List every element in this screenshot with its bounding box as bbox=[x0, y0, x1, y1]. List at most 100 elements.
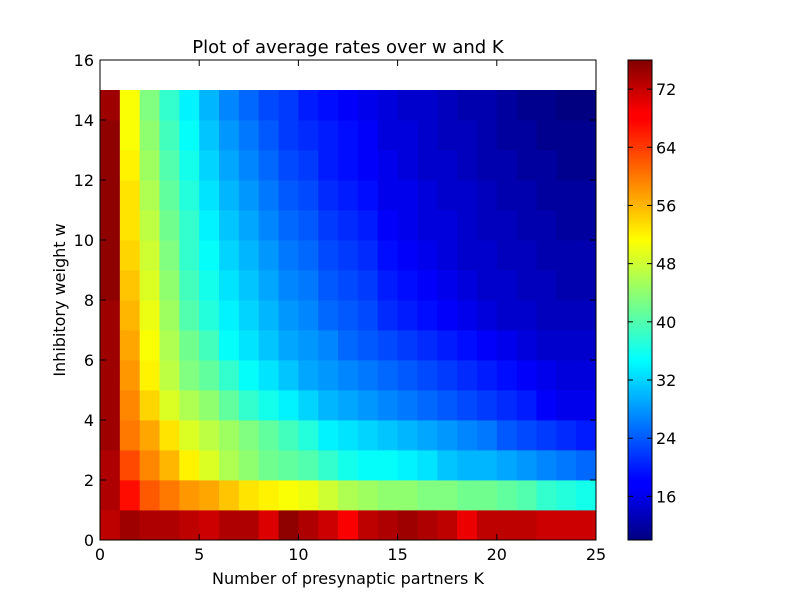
heatmap-cell bbox=[298, 210, 319, 241]
heatmap-cell bbox=[496, 150, 518, 181]
heatmap-cell bbox=[576, 360, 597, 391]
heatmap-cell bbox=[556, 90, 577, 121]
heatmap-cell bbox=[536, 510, 557, 541]
x-axis-label: Number of presynaptic partners K bbox=[212, 569, 484, 588]
y-tick-label: 12 bbox=[74, 171, 94, 190]
heatmap-cell bbox=[496, 420, 518, 451]
heatmap-cell bbox=[139, 360, 160, 391]
heatmap-cell bbox=[457, 150, 478, 181]
heatmap-cell bbox=[377, 360, 398, 391]
heatmap-cell bbox=[119, 420, 141, 451]
heatmap-cell bbox=[556, 360, 577, 391]
heatmap-cell bbox=[536, 330, 557, 361]
heatmap-cell bbox=[476, 480, 498, 511]
heatmap-cell bbox=[476, 300, 498, 331]
heatmap-cell bbox=[397, 480, 418, 511]
heatmap-cell bbox=[556, 510, 577, 541]
heatmap-cell bbox=[238, 270, 260, 301]
heatmap-cell bbox=[238, 390, 260, 421]
colorbar-ticks: 16 24 32 40 48 56 64 72 bbox=[628, 80, 676, 506]
heatmap-cell bbox=[496, 480, 518, 511]
heatmap-cell bbox=[536, 240, 557, 271]
heatmap-cell bbox=[357, 300, 379, 331]
heatmap-cell bbox=[556, 120, 577, 151]
heatmap-cell bbox=[278, 480, 299, 511]
heatmap-cell bbox=[258, 90, 279, 121]
heatmap-cell bbox=[397, 510, 418, 541]
heatmap-cell bbox=[100, 390, 121, 421]
heatmap-cell bbox=[100, 480, 121, 511]
heatmap-cell bbox=[258, 150, 279, 181]
heatmap-cell bbox=[576, 240, 597, 271]
heatmap-cell bbox=[238, 480, 260, 511]
heatmap-cell bbox=[397, 90, 418, 121]
heatmap-cell bbox=[159, 180, 180, 211]
heatmap-cell bbox=[338, 510, 359, 541]
heatmap-cell bbox=[298, 390, 319, 421]
heatmap-cell bbox=[417, 330, 438, 361]
heatmap-cell bbox=[377, 330, 398, 361]
heatmap-cell bbox=[516, 210, 537, 241]
heatmap-cell bbox=[437, 270, 458, 301]
heatmap-cell bbox=[278, 120, 299, 151]
heatmap-cell bbox=[576, 90, 597, 121]
heatmap-cell bbox=[457, 450, 478, 481]
heatmap-cell bbox=[100, 420, 121, 451]
heatmap-cell bbox=[556, 390, 577, 421]
heatmap-cell bbox=[219, 480, 240, 511]
heatmap-cell bbox=[476, 270, 498, 301]
heatmap-cell bbox=[397, 150, 418, 181]
heatmap-cell bbox=[219, 150, 240, 181]
heatmap-cell bbox=[357, 390, 379, 421]
heatmap-cell bbox=[556, 150, 577, 181]
colorbar-tick-label: 72 bbox=[656, 80, 676, 99]
heatmap-cell bbox=[278, 150, 299, 181]
heatmap-cell bbox=[298, 90, 319, 121]
heatmap-cell bbox=[536, 480, 557, 511]
heatmap-cell bbox=[357, 360, 379, 391]
heatmap-cell bbox=[119, 300, 141, 331]
heatmap-cell bbox=[238, 150, 260, 181]
heatmap-cell bbox=[397, 360, 418, 391]
heatmap-cell bbox=[536, 360, 557, 391]
heatmap-cell bbox=[179, 360, 200, 391]
heatmap-cell bbox=[417, 270, 438, 301]
heatmap-cell bbox=[199, 450, 220, 481]
heatmap-cell bbox=[278, 330, 299, 361]
heatmap-cell bbox=[536, 270, 557, 301]
heatmap-cell bbox=[576, 300, 597, 331]
heatmap-cell bbox=[457, 210, 478, 241]
heatmap-cell bbox=[199, 90, 220, 121]
heatmap-cell bbox=[159, 480, 180, 511]
heatmap-cell bbox=[536, 390, 557, 421]
heatmap-cell bbox=[278, 450, 299, 481]
heatmap-cell bbox=[457, 120, 478, 151]
heatmap-cell bbox=[219, 240, 240, 271]
heatmap-cell bbox=[338, 150, 359, 181]
heatmap-cell bbox=[536, 300, 557, 331]
heatmap-cell bbox=[318, 360, 339, 391]
heatmap-cell bbox=[179, 300, 200, 331]
x-tick-label: 0 bbox=[95, 545, 105, 564]
heatmap-cell bbox=[377, 450, 398, 481]
heatmap-cell bbox=[338, 330, 359, 361]
heatmap-cell bbox=[476, 420, 498, 451]
heatmap-cell bbox=[318, 210, 339, 241]
heatmap-cell bbox=[298, 120, 319, 151]
y-tick-label: 14 bbox=[74, 111, 94, 130]
heatmap-cell bbox=[139, 240, 160, 271]
heatmap-cell bbox=[457, 360, 478, 391]
heatmap-cell bbox=[536, 150, 557, 181]
heatmap-cell bbox=[318, 390, 339, 421]
heatmap-cell bbox=[536, 210, 557, 241]
heatmap-cell bbox=[338, 300, 359, 331]
heatmap-cell bbox=[199, 300, 220, 331]
heatmap-cell bbox=[258, 240, 279, 271]
heatmap-cell bbox=[139, 330, 160, 361]
heatmap-cell bbox=[298, 330, 319, 361]
heatmap-cell bbox=[258, 450, 279, 481]
heatmap-cell bbox=[298, 180, 319, 211]
heatmap-cell bbox=[357, 240, 379, 271]
heatmap-cell bbox=[417, 510, 438, 541]
heatmap-cell bbox=[516, 240, 537, 271]
